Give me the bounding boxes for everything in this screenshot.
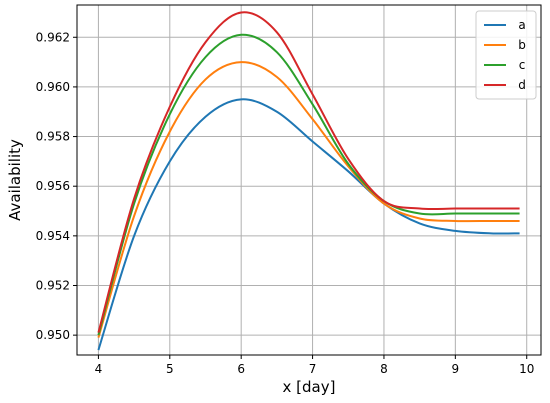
x-tick-label: 7 [309,362,317,376]
y-axis-label: Availability [6,139,24,221]
series-line-c [97,33,520,336]
x-tick-label: 8 [380,362,388,376]
y-tick-label: 0.950 [36,328,70,342]
legend-label-a: a [518,18,525,32]
y-tick-label: 0.952 [36,278,70,292]
x-tick-label: 10 [519,362,534,376]
legend-label-d: d [518,78,526,92]
series-line-d [97,11,520,333]
x-tick-label: 6 [237,362,245,376]
x-tick-label: 9 [452,362,460,376]
x-tick-label: 5 [166,362,174,376]
legend-label-c: c [519,58,526,72]
y-tick-label: 0.958 [36,130,70,144]
series-line-a [97,98,520,351]
series-lines [97,11,520,351]
y-tick-label: 0.960 [36,80,70,94]
y-tick-label: 0.962 [36,30,70,44]
y-tick-label: 0.956 [36,179,70,193]
legend-box [475,10,537,100]
axis-ticks: 4 5 6 7 8 9 10 0.950 0.952 0.954 0.956 0.958 0.960 0.… [36,30,535,376]
plot-frame [76,4,542,356]
x-axis-label: x [day] [283,378,336,396]
series-line-b [97,61,520,338]
x-tick-label: 4 [95,362,103,376]
y-tick-label: 0.954 [36,229,70,243]
legend-label-b: b [518,38,526,52]
